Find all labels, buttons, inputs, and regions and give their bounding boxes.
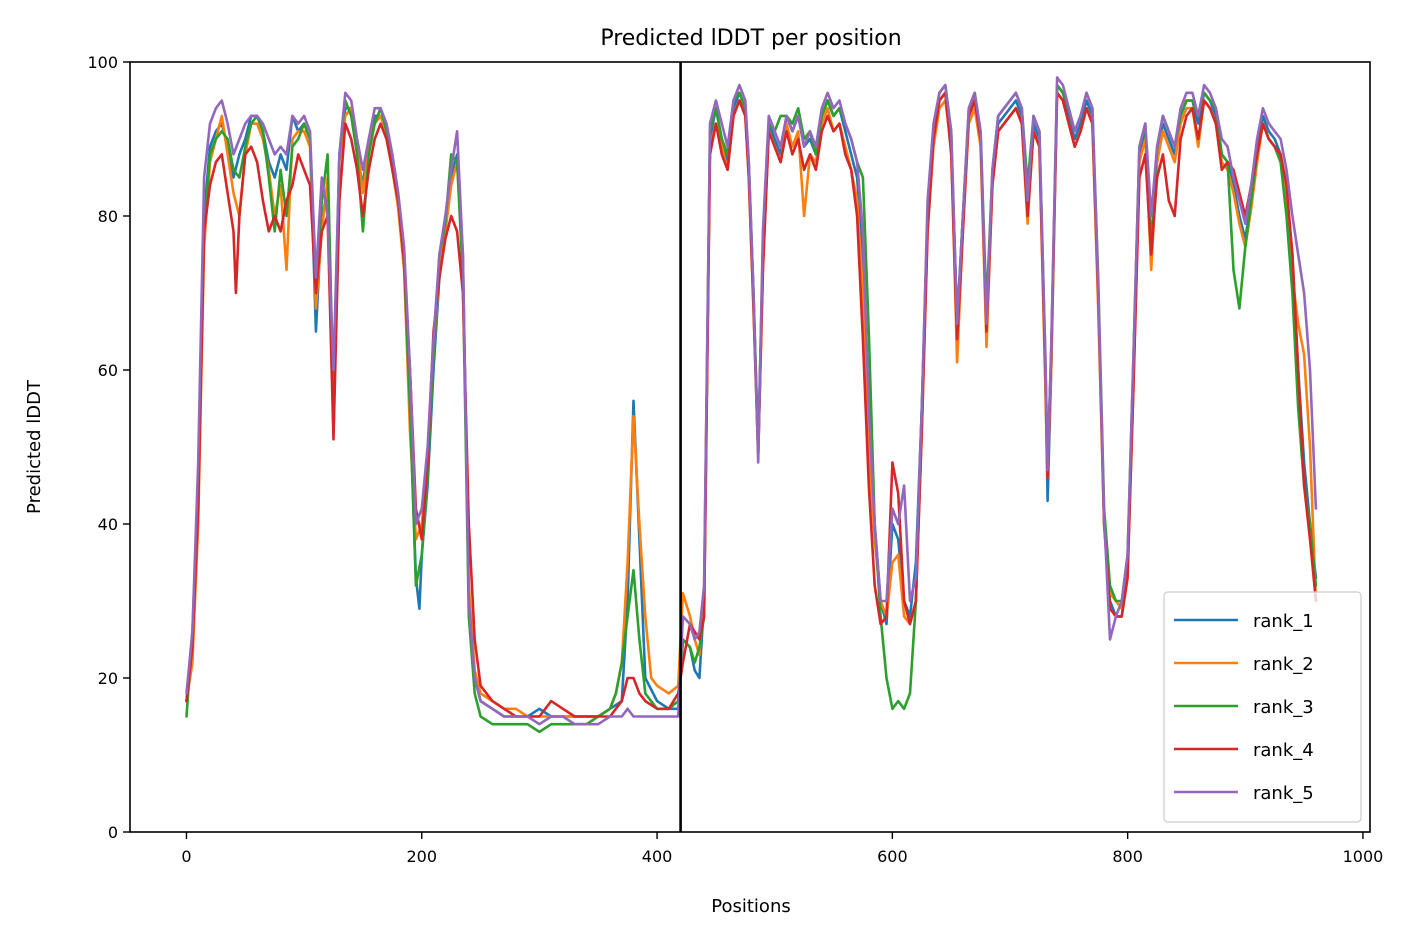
legend-items: rank_1 rank_2 rank_3 rank_4 rank_5 [1174,611,1314,804]
x-tick-label: 1000 [1343,847,1384,866]
y-tick-label: 100 [87,53,118,72]
legend: rank_1 rank_2 rank_3 rank_4 rank_5 [1163,591,1362,823]
x-tick-label: 600 [877,847,908,866]
y-tick-label: 0 [108,823,118,842]
y-tick-label: 60 [98,361,118,380]
series-layer [185,76,1318,734]
y-axis-label: Predicted lDDT [24,379,45,514]
y-tick-label: 40 [98,515,118,534]
y-ticks: 0 20 40 60 80 100 [87,53,130,842]
legend-label-rank_1: rank_1 [1253,611,1314,632]
chart-title: Predicted lDDT per position [600,26,901,51]
x-axis-label: Positions [711,896,790,917]
axes-frame [129,61,1371,833]
y-tick-label: 20 [98,669,118,688]
x-tick-label: 0 [181,847,191,866]
plot-area [185,62,1318,832]
legend-label-rank_4: rank_4 [1253,740,1314,761]
series-line-rank_5 [185,76,1318,726]
legend-label-rank_2: rank_2 [1253,654,1314,675]
legend-box [1163,591,1362,823]
legend-label-rank_5: rank_5 [1253,783,1314,804]
x-tick-label: 400 [642,847,673,866]
y-tick-label: 80 [98,207,118,226]
legend-label-rank_3: rank_3 [1253,697,1314,718]
x-tick-label: 800 [1112,847,1143,866]
x-ticks: 0 200 400 600 800 1000 [181,832,1383,866]
x-tick-label: 200 [406,847,437,866]
